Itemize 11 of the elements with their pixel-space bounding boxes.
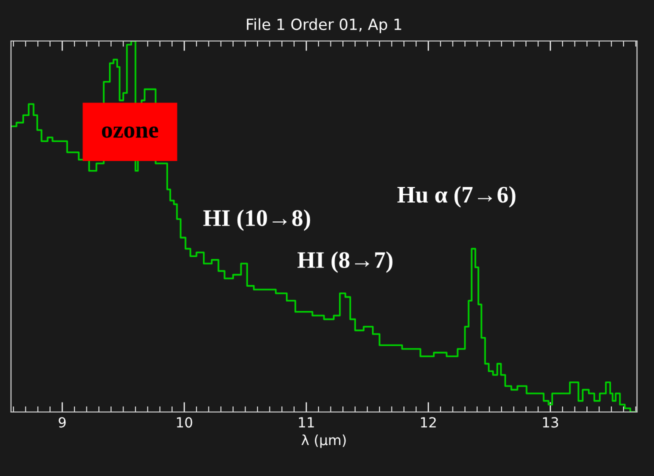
chart-title: File 1 Order 01, Ap 1 [246,18,402,34]
x-tick-label: 12 [421,417,436,428]
x-tick-label: 10 [176,417,192,428]
annotation: ozone [102,126,158,138]
x-tick-label: 9 [58,417,66,428]
x-tick-label: 11 [298,417,314,428]
annotation: HI (8→7) [297,251,392,273]
annotation: Hu α (7→6) [397,186,516,208]
annotation: HI (10→8) [203,209,310,231]
x-axis-title: λ (μm) [301,434,346,448]
x-tick-label: 13 [543,417,558,428]
